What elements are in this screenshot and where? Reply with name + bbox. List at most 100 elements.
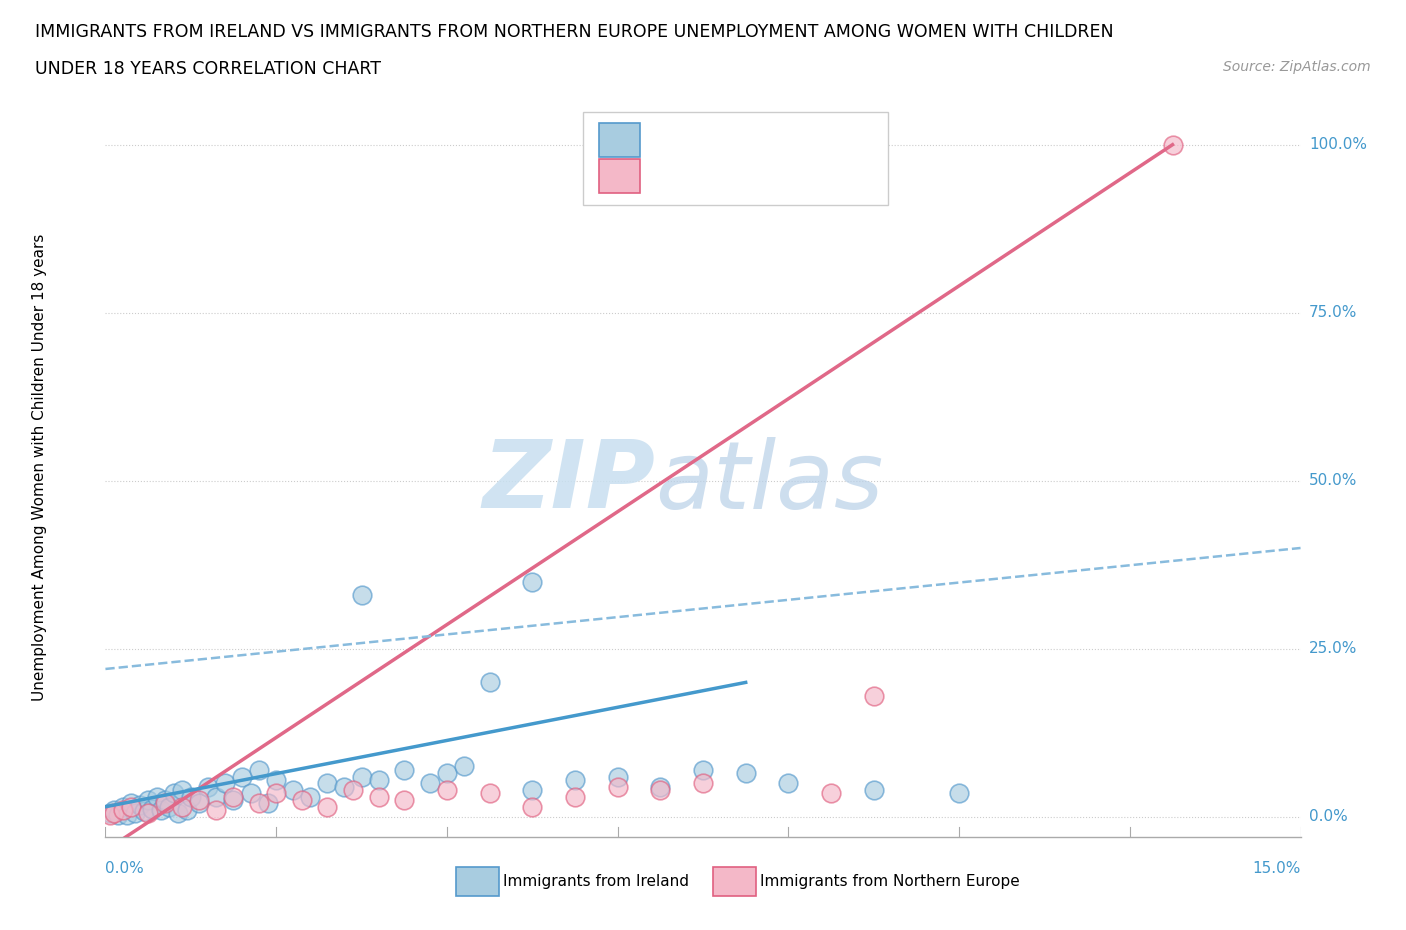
- Point: [153, 796, 177, 811]
- Text: 25.0%: 25.0%: [1309, 642, 1357, 657]
- Point: [650, 779, 672, 794]
- Point: [103, 806, 125, 821]
- Point: [247, 763, 270, 777]
- Point: [188, 792, 211, 807]
- Point: [111, 803, 134, 817]
- Point: [107, 808, 129, 823]
- Point: [264, 786, 287, 801]
- Text: 75.0%: 75.0%: [1309, 305, 1357, 320]
- Point: [163, 786, 186, 801]
- Point: [862, 782, 884, 797]
- Point: [172, 782, 194, 797]
- Text: Unemployment Among Women with Children Under 18 years: Unemployment Among Women with Children U…: [32, 233, 48, 701]
- Point: [478, 786, 501, 801]
- Point: [197, 779, 219, 794]
- Point: [350, 588, 373, 603]
- Point: [333, 779, 356, 794]
- Point: [264, 773, 287, 788]
- Point: [222, 790, 245, 804]
- Text: 0.0%: 0.0%: [105, 860, 145, 875]
- FancyBboxPatch shape: [583, 113, 889, 205]
- Point: [564, 773, 586, 788]
- Text: 0.0%: 0.0%: [1309, 809, 1348, 824]
- Point: [436, 765, 458, 780]
- Point: [111, 799, 134, 814]
- Point: [650, 782, 672, 797]
- Point: [214, 776, 236, 790]
- Point: [205, 790, 228, 804]
- Text: Immigrants from Ireland: Immigrants from Ireland: [503, 874, 689, 889]
- Point: [239, 786, 262, 801]
- Point: [180, 790, 202, 804]
- Point: [98, 807, 121, 822]
- Point: [1161, 138, 1184, 153]
- Text: 100.0%: 100.0%: [1309, 138, 1367, 153]
- Point: [231, 769, 253, 784]
- Point: [734, 765, 756, 780]
- Point: [350, 769, 373, 784]
- Text: Source: ZipAtlas.com: Source: ZipAtlas.com: [1223, 60, 1371, 74]
- Point: [153, 792, 177, 807]
- Point: [367, 790, 389, 804]
- Point: [419, 776, 441, 790]
- Text: UNDER 18 YEARS CORRELATION CHART: UNDER 18 YEARS CORRELATION CHART: [35, 60, 381, 78]
- Point: [522, 799, 544, 814]
- Text: IMMIGRANTS FROM IRELAND VS IMMIGRANTS FROM NORTHERN EUROPE UNEMPLOYMENT AMONG WO: IMMIGRANTS FROM IRELAND VS IMMIGRANTS FR…: [35, 23, 1114, 41]
- Point: [136, 792, 159, 807]
- Point: [564, 790, 586, 804]
- Point: [316, 799, 339, 814]
- Text: 15.0%: 15.0%: [1253, 860, 1301, 875]
- Point: [299, 790, 322, 804]
- Point: [291, 792, 314, 807]
- Point: [392, 792, 416, 807]
- FancyBboxPatch shape: [713, 868, 755, 897]
- Point: [132, 804, 155, 819]
- Point: [478, 675, 501, 690]
- Point: [103, 803, 125, 817]
- Point: [159, 799, 181, 814]
- Point: [606, 779, 628, 794]
- FancyBboxPatch shape: [599, 159, 640, 193]
- Point: [453, 759, 475, 774]
- Point: [436, 782, 458, 797]
- FancyBboxPatch shape: [599, 123, 640, 157]
- Point: [367, 773, 389, 788]
- Point: [316, 776, 339, 790]
- FancyBboxPatch shape: [456, 868, 499, 897]
- Point: [176, 803, 198, 817]
- Text: 50.0%: 50.0%: [1309, 473, 1357, 488]
- Text: R = 0.436    N = 52: R = 0.436 N = 52: [650, 131, 820, 150]
- Point: [283, 782, 305, 797]
- Point: [98, 806, 121, 821]
- Point: [172, 799, 194, 814]
- Point: [128, 797, 150, 812]
- Point: [392, 763, 416, 777]
- Point: [256, 796, 278, 811]
- Text: atlas: atlas: [655, 436, 883, 527]
- Point: [862, 688, 884, 703]
- Point: [342, 782, 364, 797]
- Point: [120, 799, 142, 814]
- Point: [205, 803, 228, 817]
- Point: [124, 806, 146, 821]
- Point: [222, 792, 245, 807]
- Point: [522, 574, 544, 589]
- Point: [120, 796, 142, 811]
- Text: Immigrants from Northern Europe: Immigrants from Northern Europe: [761, 874, 1021, 889]
- Point: [115, 807, 138, 822]
- Point: [141, 802, 163, 817]
- Text: ZIP: ZIP: [482, 436, 655, 528]
- Point: [145, 790, 167, 804]
- Point: [247, 796, 270, 811]
- Point: [692, 776, 714, 790]
- Point: [522, 782, 544, 797]
- Point: [692, 763, 714, 777]
- Point: [188, 796, 211, 811]
- Point: [136, 806, 159, 821]
- Point: [149, 803, 172, 817]
- Point: [167, 806, 190, 821]
- Text: R = 0.672    N = 27: R = 0.672 N = 27: [650, 167, 820, 186]
- Point: [820, 786, 842, 801]
- Point: [948, 786, 970, 801]
- Point: [778, 776, 800, 790]
